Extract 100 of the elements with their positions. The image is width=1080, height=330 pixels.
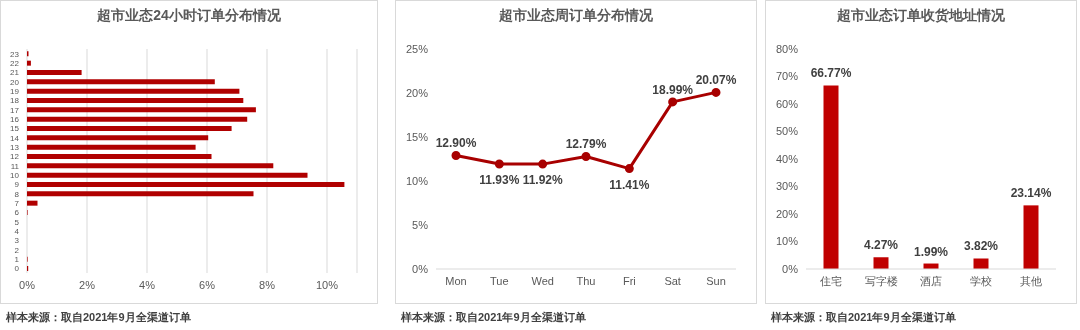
y-tick-label: 60% — [775, 97, 799, 110]
y-tick-label: 10% — [405, 174, 429, 187]
y-tick-label: 0% — [782, 262, 799, 275]
point — [451, 150, 461, 160]
y-tick-label: 14 — [10, 133, 20, 143]
y-tick-label: 17 — [10, 105, 20, 115]
point — [668, 97, 678, 107]
y-tick-label: 8 — [14, 189, 20, 199]
bar — [27, 60, 31, 66]
chart-title: 超市业态24小时订单分布情况 — [96, 6, 282, 25]
x-tick-label: Sat — [664, 274, 681, 287]
y-tick-label: 20% — [775, 207, 799, 220]
data-label: 23.14% — [1010, 186, 1052, 201]
y-tick-label: 18 — [10, 96, 20, 106]
data-label: 3.82% — [963, 239, 999, 254]
y-tick-label: 19 — [10, 86, 20, 96]
data-label: 11.41% — [609, 177, 650, 192]
bar — [823, 85, 839, 269]
point — [624, 164, 634, 174]
y-tick-label: 10% — [775, 235, 799, 248]
bar — [27, 200, 38, 206]
y-tick-label: 13 — [10, 142, 20, 152]
data-label: 12.90% — [435, 136, 477, 151]
y-tick-label: 0% — [412, 262, 429, 275]
bar — [27, 154, 212, 159]
point — [494, 159, 504, 169]
bar — [27, 79, 215, 85]
y-tick-label: 22 — [10, 58, 20, 68]
y-tick-label: 15% — [405, 130, 429, 143]
y-tick-label: 6 — [14, 208, 20, 218]
data-label: 11.92% — [522, 173, 564, 188]
y-tick-label: 70% — [775, 70, 799, 83]
chart-title: 超市业态周订单分布情况 — [498, 6, 654, 25]
data-label: 11.93% — [479, 173, 520, 188]
bar — [27, 116, 248, 122]
x-tick-label: 学校 — [970, 274, 992, 287]
text: 样本来源：取自2021年9月全渠道订单 — [5, 310, 192, 325]
x-tick-label: 6% — [199, 278, 216, 291]
data-label: 12.79% — [565, 137, 607, 152]
x-tick-label: Tue — [490, 274, 509, 287]
y-tick-label: 16 — [10, 114, 20, 124]
x-tick-label: 酒店 — [920, 274, 942, 287]
bar — [973, 258, 989, 269]
y-tick-label: 25% — [405, 42, 429, 55]
bar — [27, 191, 254, 197]
y-tick-label: 0 — [14, 264, 20, 274]
x-tick-label: Fri — [622, 274, 636, 287]
y-tick-label: 5% — [412, 218, 429, 231]
data-label: 20.07% — [695, 73, 737, 88]
bar — [27, 107, 256, 113]
bar — [27, 126, 232, 131]
data-label: 18.99% — [652, 82, 694, 97]
bar — [1023, 205, 1039, 269]
bar — [27, 163, 274, 169]
bar — [27, 144, 196, 150]
bar — [27, 88, 240, 94]
y-tick-label: 7 — [14, 198, 20, 208]
y-tick-label: 12 — [10, 152, 20, 162]
data-label: 4.27% — [863, 238, 899, 253]
x-tick-label: 10% — [315, 278, 339, 291]
x-tick-label: Thu — [576, 274, 596, 287]
y-tick-label: 23 — [10, 49, 20, 59]
bar — [27, 172, 308, 178]
y-tick-label: 2 — [14, 245, 20, 255]
y-tick-label: 40% — [775, 152, 799, 165]
x-tick-label: Mon — [445, 274, 467, 287]
y-tick-label: 4 — [14, 226, 20, 236]
text: 样本来源：取自2021年9月全渠道订单 — [400, 310, 587, 325]
chart-title: 超市业态订单收货地址情况 — [836, 6, 1006, 25]
y-tick-label: 20% — [405, 86, 429, 99]
point — [581, 151, 591, 161]
x-tick-label: 4% — [139, 278, 156, 291]
x-tick-label: 写字楼 — [864, 274, 898, 287]
x-tick-label: 住宅 — [820, 274, 842, 287]
data-label: 66.77% — [810, 66, 852, 81]
x-tick-label: 2% — [79, 278, 96, 291]
y-tick-label: 9 — [14, 180, 20, 190]
bar — [27, 98, 244, 103]
y-tick-label: 5 — [14, 217, 20, 227]
bar — [27, 182, 345, 187]
y-tick-label: 10 — [10, 170, 20, 180]
x-tick-label: Wed — [531, 274, 554, 287]
y-tick-label: 21 — [10, 68, 20, 78]
text: 样本来源：取自2021年9月全渠道订单 — [770, 310, 957, 325]
y-tick-label: 30% — [775, 180, 799, 193]
point — [538, 159, 548, 169]
y-tick-label: 1 — [14, 254, 20, 264]
bar — [27, 135, 209, 141]
x-tick-label: Sun — [706, 274, 726, 287]
x-tick-label: 8% — [259, 278, 276, 291]
y-tick-label: 15 — [10, 124, 20, 134]
y-tick-label: 11 — [10, 161, 20, 171]
bar — [873, 257, 889, 269]
x-tick-label: 其他 — [1020, 274, 1042, 287]
point — [711, 87, 721, 97]
data-label: 1.99% — [913, 244, 949, 259]
y-tick-label: 3 — [14, 236, 20, 246]
y-tick-label: 20 — [10, 77, 20, 87]
y-tick-label: 80% — [775, 42, 799, 55]
bar — [27, 70, 82, 75]
